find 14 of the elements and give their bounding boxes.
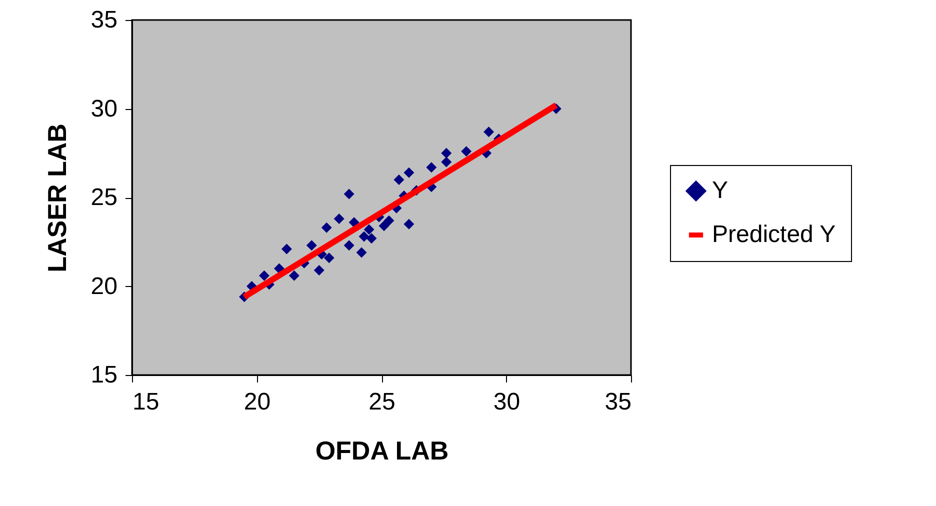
y-tick-label: 20 <box>90 272 118 300</box>
legend-label: Predicted Y <box>712 221 836 248</box>
x-axis-title: OFDA LAB <box>315 436 449 466</box>
legend-label: Y <box>712 177 728 204</box>
y-tick-label: 35 <box>90 6 118 34</box>
y-tick-label: 15 <box>90 362 118 388</box>
x-tick-label: 35 <box>604 388 632 416</box>
y-tick-label: 25 <box>90 184 118 211</box>
x-tick-label: 15 <box>132 388 160 416</box>
y-axis-title: LASER LAB <box>42 124 72 272</box>
x-tick-label: 30 <box>493 388 520 416</box>
x-tick-label: 25 <box>368 388 396 416</box>
y-tick-label: 30 <box>90 95 118 122</box>
x-tick-label: 20 <box>244 388 271 416</box>
